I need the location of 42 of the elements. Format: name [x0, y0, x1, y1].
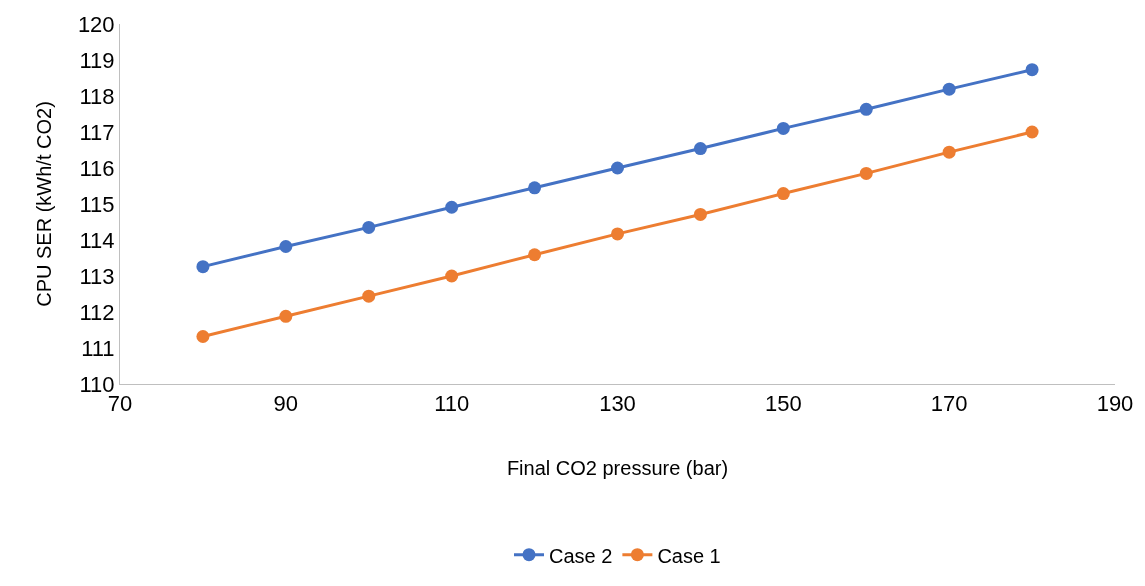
point: [196, 260, 210, 274]
point: [362, 220, 376, 234]
y-axis-title: CPU SER (kWh/t CO2): [33, 101, 56, 307]
x-tick-label: 190: [1096, 391, 1134, 417]
y-tick-label: 111: [81, 335, 115, 361]
x-tick-label: 150: [764, 391, 802, 417]
point: [776, 187, 790, 201]
x-tick-label: 90: [273, 391, 299, 417]
point: [693, 142, 707, 156]
point: [445, 269, 459, 283]
y-tick-label: 117: [79, 119, 115, 145]
point: [445, 200, 459, 214]
point: [859, 166, 873, 180]
x-tick-label: 130: [599, 391, 636, 417]
point: [859, 102, 873, 116]
point: [611, 161, 624, 175]
point: [1025, 63, 1039, 77]
x-tick-label: 170: [930, 391, 968, 417]
y-tick-label: 119: [79, 47, 115, 73]
legend-label: Case 1: [657, 544, 721, 567]
x-tick-label: 110: [434, 391, 470, 417]
point: [1025, 125, 1039, 139]
point: [611, 227, 624, 241]
point: [279, 309, 293, 323]
y-tick-label: 114: [79, 227, 115, 253]
point: [362, 289, 376, 303]
x-axis-title: Final CO2 pressure (bar): [506, 456, 729, 479]
y-tick-label: 118: [79, 83, 115, 109]
point: [942, 82, 956, 96]
y-tick-label: 120: [77, 11, 115, 37]
point: [196, 329, 210, 343]
y-tick-label: 115: [79, 191, 115, 217]
point: [776, 121, 790, 135]
point: [942, 145, 956, 159]
point: [528, 181, 542, 195]
y-tick-label: 112: [79, 299, 115, 325]
y-tick-label: 113: [79, 263, 115, 289]
legend-label: Case 2: [549, 544, 613, 567]
y-tick-label: 116: [79, 155, 115, 181]
point: [528, 248, 542, 262]
point: [279, 239, 293, 253]
point: [693, 207, 707, 221]
